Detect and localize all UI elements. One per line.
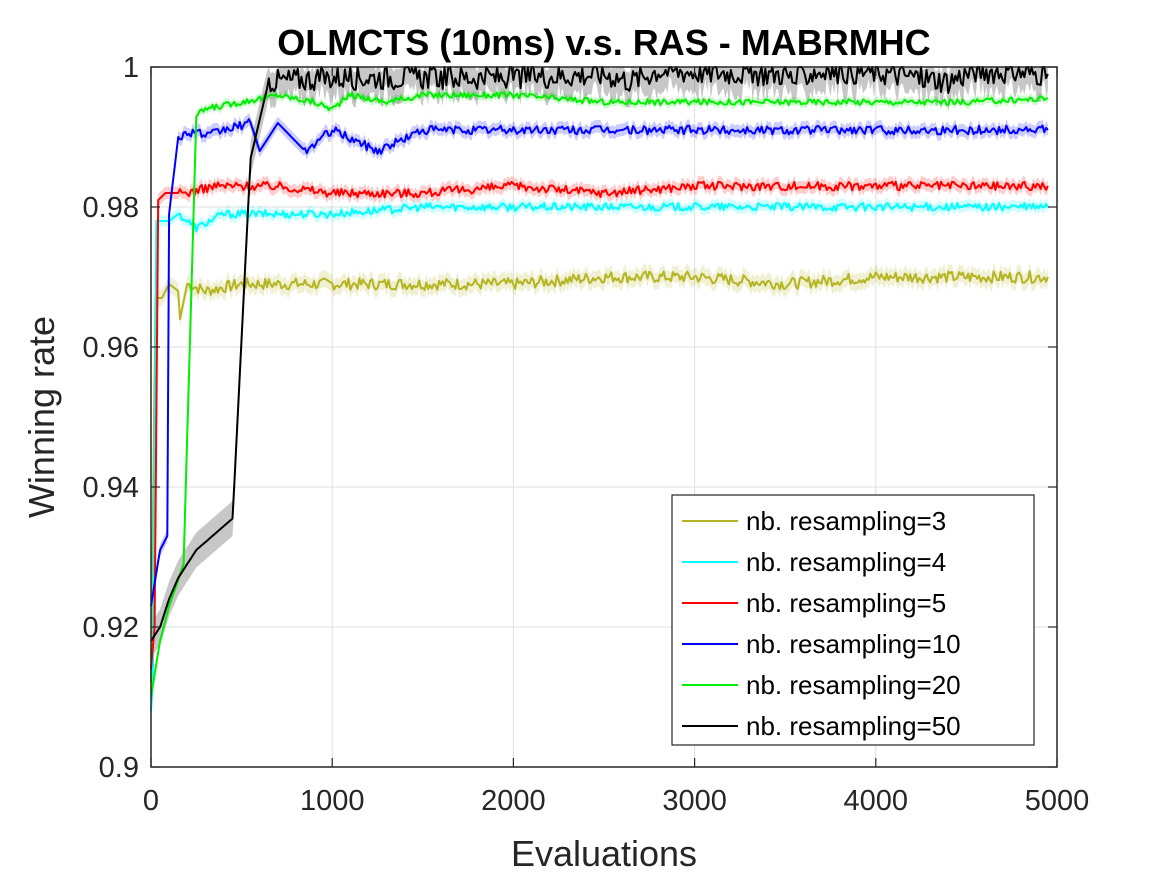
plot-frame [150,66,1058,768]
y-tick-label: 0.98 [83,192,139,224]
chart-title: OLMCTS (10ms) v.s. RAS - MABRMHC [277,22,930,63]
x-tick-label: 2000 [481,785,546,817]
series-line-3 [150,180,1049,670]
legend-label: nb. resampling=10 [746,629,961,659]
legend-label: nb. resampling=50 [746,711,961,741]
axis-ticks: 0 1000 2000 3000 4000 5000 0.9 0.92 0.94 0.96 0.98… [83,52,1090,817]
y-axis-label: Winning rate [21,316,62,518]
x-tick-label: 5000 [1025,785,1090,817]
legend-label: nb. resampling=3 [746,506,946,536]
legend-label: nb. resampling=20 [746,670,961,700]
x-axis-label: Evaluations [511,833,697,874]
y-tick-label: 1 [123,52,139,84]
series-line-5 [150,91,1048,698]
legend-items: nb. resampling=3 nb. resampling=4 nb. resa… [682,506,961,741]
y-tick-label: 0.94 [83,472,139,504]
legend-box [671,494,1035,746]
legend-label: nb. resampling=4 [746,547,946,577]
x-tick-label: 0 [143,785,159,817]
x-tick-label: 1000 [300,785,365,817]
y-tick-label: 0.9 [99,752,139,784]
series-lines [150,66,1049,712]
x-tick-label: 4000 [844,785,909,817]
series-line-4 [150,118,1049,607]
series-line-1 [150,270,1049,684]
legend: nb. resampling=3 nb. resampling=4 nb. resa… [671,494,1035,746]
series-line-6 [150,66,1049,642]
y-tick-label: 0.96 [83,332,139,364]
x-tick-label: 3000 [662,785,727,817]
y-tick-label: 0.92 [83,612,139,644]
legend-label: nb. resampling=5 [746,588,946,618]
series-line-2 [150,202,1049,712]
